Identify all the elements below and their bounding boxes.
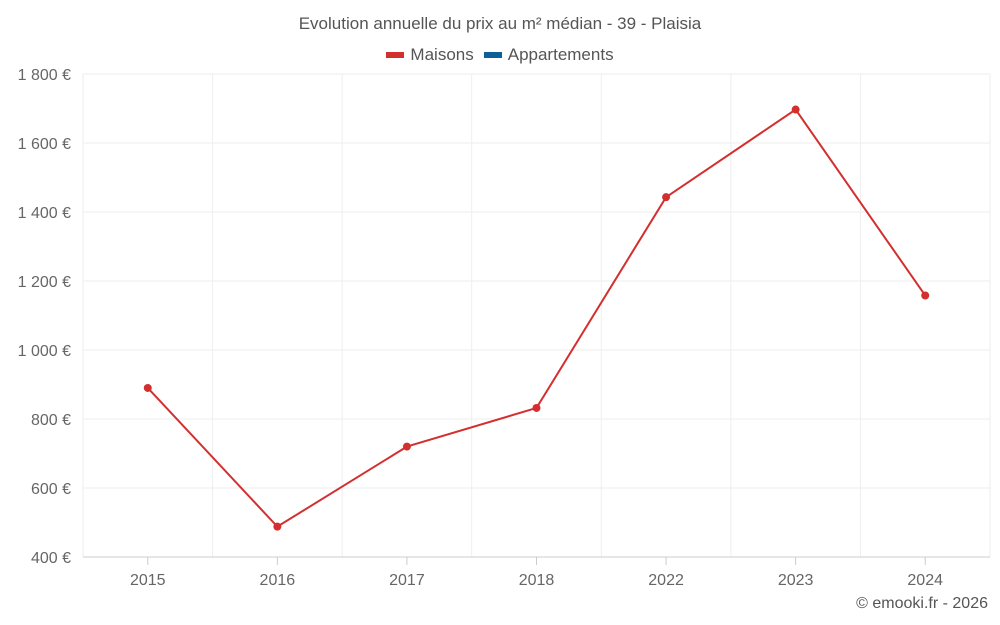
copyright-footer: © emooki.fr - 2026 [856,595,988,612]
data-point[interactable] [402,442,411,451]
x-tick-label: 2024 [907,572,943,589]
y-tick-label: 400 € [31,550,71,567]
x-tick-label: 2017 [389,572,425,589]
grid-lines [82,73,991,558]
legend-label-maisons: Maisons [410,45,474,64]
x-tick-label: 2022 [648,572,684,589]
x-tick-label: 2023 [778,572,814,589]
data-point[interactable] [791,105,800,114]
y-tick-label: 600 € [31,481,71,498]
data-point[interactable] [273,522,282,531]
series-group [143,105,930,531]
y-tick-label: 1 200 € [18,274,71,291]
chart-legend: Maisons Appartements [0,45,1000,65]
legend-swatch-appartements [483,52,502,58]
legend-swatch-maisons [386,52,405,58]
series-line-maisons [147,108,927,528]
legend-item-appartements[interactable]: Appartements [483,45,614,65]
legend-item-maisons[interactable]: Maisons [386,45,474,65]
y-tick-label: 1 400 € [18,205,71,222]
y-tick-label: 1 600 € [18,136,71,153]
y-tick-label: 800 € [31,412,71,429]
y-tick-label: 1 000 € [18,343,71,360]
data-point[interactable] [921,291,930,300]
x-axis: 2015 2016 2017 2018 2022 2023 2024 [83,556,990,589]
data-point[interactable] [143,383,152,392]
x-tick-label: 2016 [260,572,296,589]
x-tick-label: 2015 [130,572,166,589]
legend-label-appartements: Appartements [507,45,614,64]
chart-title: Evolution annuelle du prix au m² médian … [298,14,702,33]
x-tick-label: 2018 [519,572,555,589]
y-axis: 400 € 600 € 800 € 1 000 € 1 200 € 1 400 € 1 60… [18,67,71,567]
data-point[interactable] [532,403,541,412]
data-point[interactable] [662,193,671,202]
y-tick-label: 1 800 € [18,67,71,84]
